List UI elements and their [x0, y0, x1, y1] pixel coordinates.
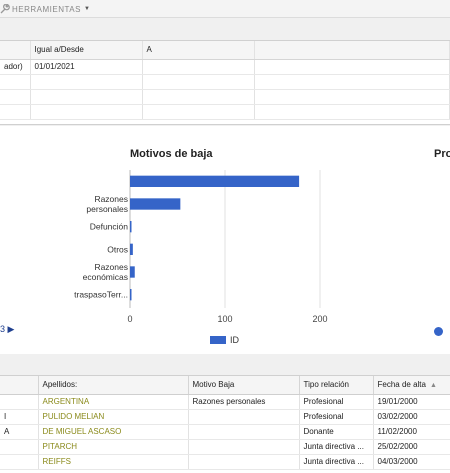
filter-row[interactable]: ador) 01/01/2021 — [0, 59, 450, 75]
filter-header-to: A — [142, 41, 255, 60]
cell-tipo-relacion: Donante — [299, 424, 374, 440]
filter-cell[interactable] — [0, 74, 31, 90]
cell-motivo-baja — [188, 439, 300, 455]
table-row[interactable]: I PULIDO MELIAN Profesional 03/02/2000 — [0, 409, 450, 425]
filter-cell[interactable] — [254, 104, 450, 120]
legend-label: ID — [230, 335, 240, 345]
cell-apellidos[interactable]: PULIDO MELIAN — [38, 409, 189, 425]
bar — [130, 266, 135, 278]
previous-chart-label: 3 — [0, 324, 6, 334]
x-tick-label: 200 — [312, 314, 327, 324]
bar — [130, 221, 132, 233]
cell-motivo-baja: Razones personales — [188, 394, 300, 410]
filter-header-row: Igual a/Desde A — [0, 41, 450, 60]
filter-cell[interactable]: 01/01/2021 — [30, 59, 143, 75]
cell-apellidos[interactable]: REIFFS — [38, 454, 189, 470]
bar — [130, 198, 181, 210]
x-tick-label: 100 — [217, 314, 232, 324]
tools-menu-button[interactable]: HERRAMIENTAS ▼ — [0, 3, 90, 15]
second-chart-title: Pro — [434, 148, 450, 160]
column-header-apellidos[interactable]: Apellidos: — [38, 376, 189, 395]
chart-title: Motivos de baja — [130, 148, 213, 160]
filter-cell[interactable]: ador) — [0, 59, 31, 75]
wrench-icon — [0, 4, 10, 14]
cell-name — [0, 454, 39, 470]
filter-cell[interactable] — [142, 59, 255, 75]
column-header-name[interactable] — [0, 376, 39, 395]
filter-cell[interactable] — [30, 89, 143, 105]
results-table: Apellidos: Motivo Baja Tipo relación Fec… — [0, 376, 450, 470]
column-header-fecha-alta-label: Fecha de alta — [377, 380, 426, 390]
cell-fecha-alta: 03/02/2000 — [373, 409, 450, 425]
cell-name — [0, 394, 39, 410]
chart-page-dot[interactable] — [434, 327, 443, 336]
cell-tipo-relacion: Profesional — [299, 394, 374, 410]
filter-panel: Igual a/Desde A ador) 01/01/2021 — [0, 40, 450, 125]
table-row[interactable]: ARGENTINA Razones personales Profesional 19… — [0, 394, 450, 410]
filter-cell[interactable] — [254, 74, 450, 90]
filter-cell[interactable] — [254, 89, 450, 105]
filter-row[interactable] — [0, 74, 450, 90]
cell-motivo-baja — [188, 409, 300, 425]
cell-apellidos[interactable]: PITARCH — [38, 439, 189, 455]
toolbar: HERRAMIENTAS ▼ — [0, 0, 450, 18]
column-header-motivo-baja[interactable]: Motivo Baja — [188, 376, 300, 395]
cell-name — [0, 439, 39, 455]
cell-fecha-alta: 04/03/2000 — [373, 454, 450, 470]
x-tick-label: 0 — [127, 314, 132, 324]
filter-cell[interactable] — [142, 104, 255, 120]
filter-cell[interactable] — [142, 89, 255, 105]
tools-menu-label: HERRAMIENTAS — [12, 4, 81, 14]
bar — [130, 289, 132, 301]
filter-header-extra — [254, 41, 450, 60]
filter-row[interactable] — [0, 89, 450, 105]
cell-tipo-relacion: Profesional — [299, 409, 374, 425]
results-grid: Apellidos: Motivo Baja Tipo relación Fec… — [0, 375, 450, 473]
y-category-label: económicas — [83, 272, 128, 282]
cell-fecha-alta: 19/01/2000 — [373, 394, 450, 410]
filter-row[interactable] — [0, 104, 450, 120]
arrow-right-icon: ▶ — [7, 324, 15, 334]
cell-fecha-alta: 25/02/2000 — [373, 439, 450, 455]
caret-down-icon: ▼ — [83, 6, 91, 12]
cell-name: I — [0, 409, 39, 425]
filter-cell[interactable] — [0, 104, 31, 120]
chart-panel: Motivos de baja Pro 0 100 200 Razones person… — [0, 126, 450, 354]
filter-cell[interactable] — [30, 74, 143, 90]
cell-tipo-relacion: Junta directiva ... — [299, 454, 374, 470]
filter-cell[interactable] — [142, 74, 255, 90]
filter-table: Igual a/Desde A ador) 01/01/2021 — [0, 41, 450, 120]
filter-header-from: Igual a/Desde — [30, 41, 143, 60]
y-category-label: Razones — [94, 194, 128, 204]
cell-motivo-baja — [188, 424, 300, 440]
bar — [130, 175, 300, 187]
y-category-label: Otros — [107, 244, 128, 254]
motivos-baja-chart: 0 100 200RazonespersonalesDefunciónOtrosRa… — [74, 170, 328, 345]
table-row[interactable]: PITARCH Junta directiva ... 25/02/2000 — [0, 439, 450, 455]
cell-motivo-baja — [188, 454, 300, 470]
filter-cell[interactable] — [0, 89, 31, 105]
previous-chart-button[interactable]: 3 ▶ — [0, 324, 14, 335]
cell-fecha-alta: 11/02/2000 — [373, 424, 450, 440]
sort-ascending-icon: ▲ — [429, 382, 437, 390]
table-row[interactable]: A DE MIGUEL ASCASO Donante 11/02/2000 — [0, 424, 450, 440]
cell-tipo-relacion: Junta directiva ... — [299, 439, 374, 455]
y-category-label: Razones — [94, 262, 128, 272]
grid-header-row: Apellidos: Motivo Baja Tipo relación Fec… — [0, 376, 450, 395]
y-category-label: Defunción — [90, 222, 129, 232]
bar — [130, 243, 133, 255]
cell-apellidos[interactable]: DE MIGUEL ASCASO — [38, 424, 189, 440]
y-category-label: traspasoTerr... — [74, 290, 128, 300]
cell-name: A — [0, 424, 39, 440]
column-header-fecha-alta[interactable]: Fecha de alta ▲ — [373, 376, 450, 395]
column-header-tipo-relacion[interactable]: Tipo relación — [299, 376, 374, 395]
table-row[interactable]: REIFFS Junta directiva ... 04/03/2000 — [0, 454, 450, 470]
filter-cell[interactable] — [30, 104, 143, 120]
filter-cell[interactable] — [254, 59, 450, 75]
legend-swatch — [210, 336, 226, 344]
filter-header-field — [0, 41, 31, 60]
cell-apellidos[interactable]: ARGENTINA — [38, 394, 189, 410]
y-category-label: personales — [86, 204, 128, 214]
